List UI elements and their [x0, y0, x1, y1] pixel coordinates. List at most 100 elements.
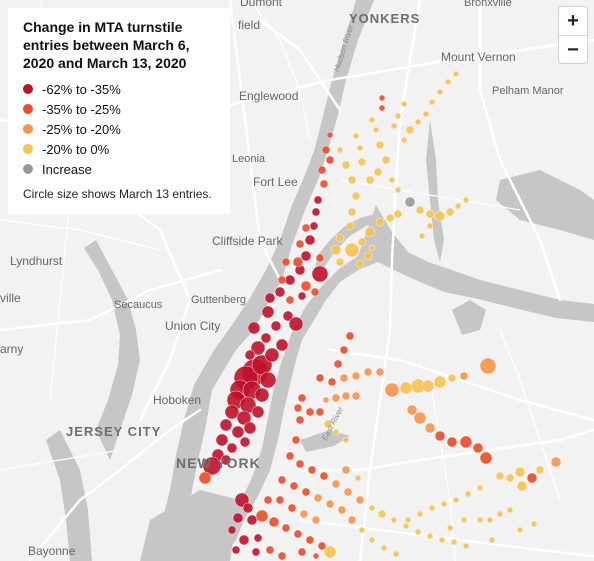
station-marker[interactable] [319, 471, 329, 481]
station-marker[interactable] [307, 465, 317, 475]
station-marker[interactable] [317, 165, 327, 175]
station-marker[interactable] [347, 515, 357, 525]
station-marker[interactable] [405, 125, 415, 135]
station-marker[interactable] [365, 175, 375, 185]
station-marker[interactable] [238, 534, 250, 546]
station-marker[interactable] [345, 331, 355, 341]
station-marker[interactable] [446, 524, 454, 532]
station-marker[interactable] [416, 510, 424, 518]
station-marker[interactable] [323, 419, 333, 429]
station-marker[interactable] [326, 131, 334, 139]
station-marker[interactable] [400, 136, 408, 144]
station-marker[interactable] [462, 542, 470, 550]
station-marker[interactable] [425, 209, 435, 219]
station-marker[interactable] [322, 396, 330, 404]
station-marker[interactable] [310, 287, 320, 297]
station-marker[interactable] [292, 256, 304, 268]
station-marker[interactable] [224, 404, 240, 420]
station-marker[interactable] [325, 499, 335, 509]
station-marker[interactable] [433, 375, 447, 389]
station-marker[interactable] [428, 98, 436, 106]
station-marker[interactable] [323, 545, 337, 559]
station-marker[interactable] [335, 233, 345, 243]
station-marker[interactable] [305, 535, 315, 545]
station-marker[interactable] [400, 100, 408, 108]
station-marker[interactable] [402, 522, 410, 530]
station-marker[interactable] [347, 175, 357, 185]
station-marker[interactable] [264, 292, 276, 304]
station-marker[interactable] [434, 210, 446, 222]
station-marker[interactable] [295, 459, 305, 469]
station-marker[interactable] [344, 242, 360, 258]
station-marker[interactable] [394, 112, 402, 120]
station-marker[interactable] [486, 516, 494, 524]
station-marker[interactable] [452, 70, 460, 78]
station-marker[interactable] [313, 195, 323, 205]
station-marker[interactable] [516, 526, 524, 534]
station-marker[interactable] [351, 371, 361, 381]
station-marker[interactable] [414, 528, 422, 536]
station-marker[interactable] [305, 407, 315, 417]
station-marker[interactable] [301, 487, 311, 497]
station-marker[interactable] [535, 465, 545, 475]
station-marker[interactable] [352, 132, 360, 140]
station-marker[interactable] [330, 244, 342, 256]
station-marker[interactable] [332, 428, 340, 436]
station-marker[interactable] [390, 122, 398, 130]
station-marker[interactable] [368, 116, 376, 124]
station-marker[interactable] [390, 516, 398, 524]
station-marker[interactable] [434, 430, 446, 442]
station-marker[interactable] [399, 381, 413, 395]
station-marker[interactable] [293, 403, 303, 413]
station-marker[interactable] [452, 496, 460, 504]
station-marker[interactable] [315, 407, 325, 417]
station-marker[interactable] [253, 533, 263, 543]
station-marker[interactable] [462, 196, 470, 204]
station-marker[interactable] [388, 176, 396, 184]
station-marker[interactable] [261, 305, 275, 319]
station-marker[interactable] [345, 221, 355, 231]
station-marker[interactable] [327, 377, 337, 387]
station-marker[interactable] [505, 473, 515, 483]
station-marker[interactable] [231, 545, 241, 555]
station-marker[interactable] [381, 155, 391, 165]
station-marker[interactable] [436, 88, 444, 96]
station-marker[interactable] [373, 167, 383, 177]
station-marker[interactable] [300, 280, 312, 292]
station-marker[interactable] [297, 393, 307, 403]
station-marker[interactable] [357, 157, 367, 167]
station-marker[interactable] [355, 259, 365, 269]
station-marker[interactable] [304, 234, 316, 246]
station-marker[interactable] [293, 529, 303, 539]
station-marker[interactable] [444, 78, 452, 86]
station-marker[interactable] [313, 493, 323, 503]
station-marker[interactable] [284, 274, 296, 286]
station-marker[interactable] [215, 433, 229, 447]
station-marker[interactable] [285, 451, 295, 461]
station-marker[interactable] [254, 387, 270, 403]
station-marker[interactable] [319, 179, 329, 189]
station-marker[interactable] [236, 410, 252, 426]
station-marker[interactable] [309, 221, 319, 231]
station-marker[interactable] [368, 244, 376, 252]
station-marker[interactable] [506, 506, 514, 514]
station-marker[interactable] [331, 393, 341, 403]
station-marker[interactable] [476, 484, 484, 492]
station-marker[interactable] [472, 442, 484, 454]
station-marker[interactable] [226, 442, 238, 454]
station-marker[interactable] [550, 456, 562, 468]
station-marker[interactable] [289, 481, 299, 491]
station-marker[interactable] [288, 316, 304, 332]
station-marker[interactable] [246, 514, 258, 526]
station-marker[interactable] [384, 382, 400, 398]
station-marker[interactable] [281, 523, 291, 533]
station-marker[interactable] [315, 253, 325, 263]
station-marker[interactable] [459, 435, 473, 449]
station-marker[interactable] [341, 465, 351, 475]
station-marker[interactable] [426, 222, 434, 230]
station-marker[interactable] [375, 367, 385, 377]
station-marker[interactable] [333, 359, 343, 369]
station-marker[interactable] [275, 338, 289, 352]
zoom-in-button[interactable]: + [559, 7, 587, 36]
